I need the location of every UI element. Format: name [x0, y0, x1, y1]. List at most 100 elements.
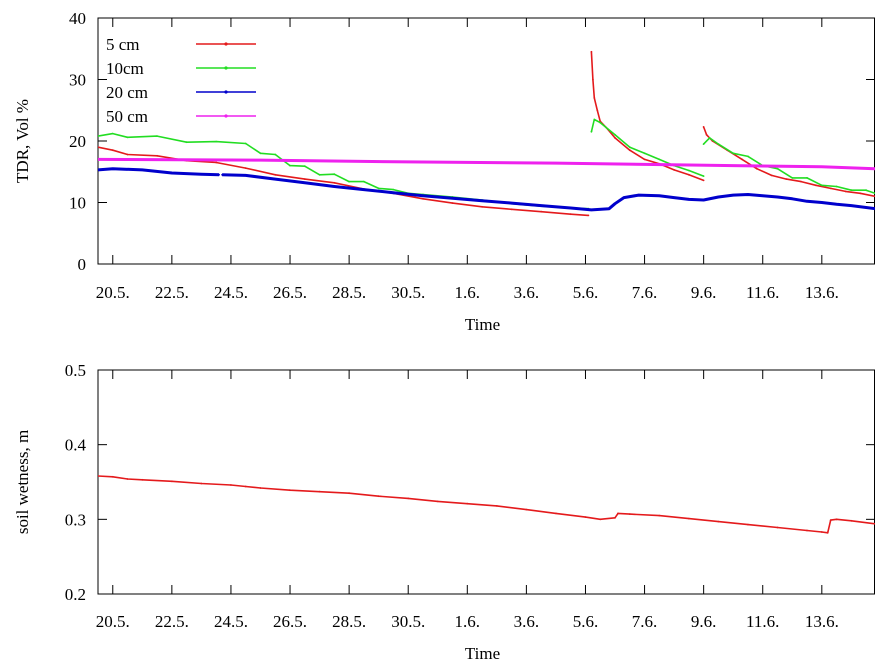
data-point-10cm — [156, 135, 159, 138]
series-line-20-cm — [98, 167, 220, 177]
data-point-5-cm — [643, 158, 646, 161]
data-point-5-cm — [702, 126, 705, 128]
data-point-5-cm — [303, 178, 306, 181]
data-point-20-cm — [747, 193, 749, 196]
data-point-20-cm — [673, 196, 675, 199]
data-point-20-cm — [623, 196, 625, 199]
data-point-5-cm — [702, 179, 705, 182]
data-point-series — [525, 508, 528, 511]
y-tick-label: 10 — [69, 194, 86, 213]
data-point-5-cm — [111, 149, 114, 152]
plot-area — [98, 50, 875, 217]
data-point-5-cm — [422, 197, 424, 200]
data-point-20-cm — [333, 185, 336, 188]
data-point-5-cm — [673, 169, 675, 171]
data-point-10cm — [820, 184, 823, 187]
data-point-20-cm — [614, 202, 616, 205]
data-point-series — [555, 512, 557, 515]
data-point-series — [820, 531, 823, 533]
legend-marker — [224, 90, 228, 94]
x-axis-title: Time — [465, 644, 500, 663]
data-point-20-cm — [702, 199, 705, 201]
data-point-5-cm — [481, 205, 483, 208]
data-point-5-cm — [815, 184, 817, 187]
x-tick-label: 13.6. — [805, 283, 839, 302]
data-point-series — [171, 480, 173, 483]
data-point-50-cm — [820, 165, 823, 168]
data-point-series — [776, 526, 779, 529]
data-point-10cm — [791, 177, 794, 179]
legend-marker — [224, 42, 228, 46]
data-point-50-cm — [643, 163, 646, 166]
y-tick-label: 40 — [69, 9, 86, 28]
x-tick-label: 1.6. — [455, 283, 481, 302]
data-point-series — [599, 518, 602, 521]
data-point-5-cm — [593, 97, 596, 99]
x-tick-label: 9.6. — [691, 612, 717, 631]
data-point-10cm — [333, 173, 336, 176]
x-tick-label: 28.5. — [332, 283, 366, 302]
y-tick-label: 20 — [69, 132, 86, 151]
data-point-20-cm — [835, 203, 838, 206]
data-point-5-cm — [800, 180, 802, 183]
y-tick-label: 0.3 — [65, 510, 86, 529]
series-line-5-cm — [590, 51, 704, 182]
data-point-50-cm — [98, 158, 99, 161]
data-point-5-cm — [590, 50, 593, 53]
data-point-50-cm — [407, 161, 410, 163]
data-point-5-cm — [596, 109, 599, 112]
data-point-5-cm — [741, 158, 743, 161]
data-point-10cm — [850, 189, 853, 192]
data-point-5-cm — [274, 173, 277, 176]
data-point-5-cm — [688, 173, 690, 176]
data-point-20-cm — [244, 174, 247, 177]
x-tick-label: 26.5. — [273, 283, 307, 302]
data-point-series — [141, 478, 144, 481]
data-point-series — [806, 529, 808, 532]
data-point-5-cm — [244, 167, 247, 170]
series-line-series — [98, 475, 875, 534]
data-point-series — [289, 489, 291, 492]
data-point-20-cm — [608, 207, 610, 210]
data-point-10cm — [377, 187, 380, 190]
data-point-20-cm — [540, 204, 543, 207]
data-point-series — [348, 492, 350, 495]
data-point-series — [407, 497, 410, 500]
x-tick-label: 30.5. — [391, 283, 425, 302]
series-line-5-cm — [702, 126, 875, 198]
data-point-5-cm — [844, 190, 847, 193]
x-tick-label: 5.6. — [573, 283, 599, 302]
data-point-20-cm — [776, 196, 779, 198]
data-point-series — [829, 519, 832, 521]
data-point-5-cm — [755, 167, 758, 170]
data-point-10cm — [593, 118, 596, 121]
data-point-5-cm — [156, 154, 159, 157]
series-line-10cm — [703, 137, 875, 195]
x-tick-label: 24.5. — [214, 612, 248, 631]
data-point-5-cm — [829, 187, 832, 190]
x-tick-label: 24.5. — [214, 283, 248, 302]
data-point-20-cm — [363, 188, 365, 191]
data-point-10cm — [259, 152, 262, 155]
data-point-10cm — [658, 158, 661, 161]
data-point-20-cm — [761, 194, 764, 197]
y-axis-title: soil wetness, m — [13, 430, 32, 534]
data-point-10cm — [244, 142, 247, 145]
data-point-10cm — [590, 130, 593, 133]
data-point-5-cm — [587, 214, 590, 217]
data-point-50-cm — [555, 162, 557, 165]
series-line-10cm — [98, 132, 589, 210]
x-axis-title: Time — [465, 315, 500, 334]
data-point-series — [826, 531, 829, 534]
data-point-series — [98, 475, 99, 477]
data-point-5-cm — [785, 178, 788, 181]
data-point-20-cm — [806, 200, 808, 203]
data-point-5-cm — [540, 210, 543, 213]
data-point-10cm — [185, 141, 188, 144]
data-point-20-cm — [658, 194, 661, 197]
data-point-series — [495, 505, 498, 507]
legend-label: 10cm — [106, 59, 144, 78]
y-tick-label: 30 — [69, 71, 86, 90]
data-point-10cm — [215, 140, 218, 143]
